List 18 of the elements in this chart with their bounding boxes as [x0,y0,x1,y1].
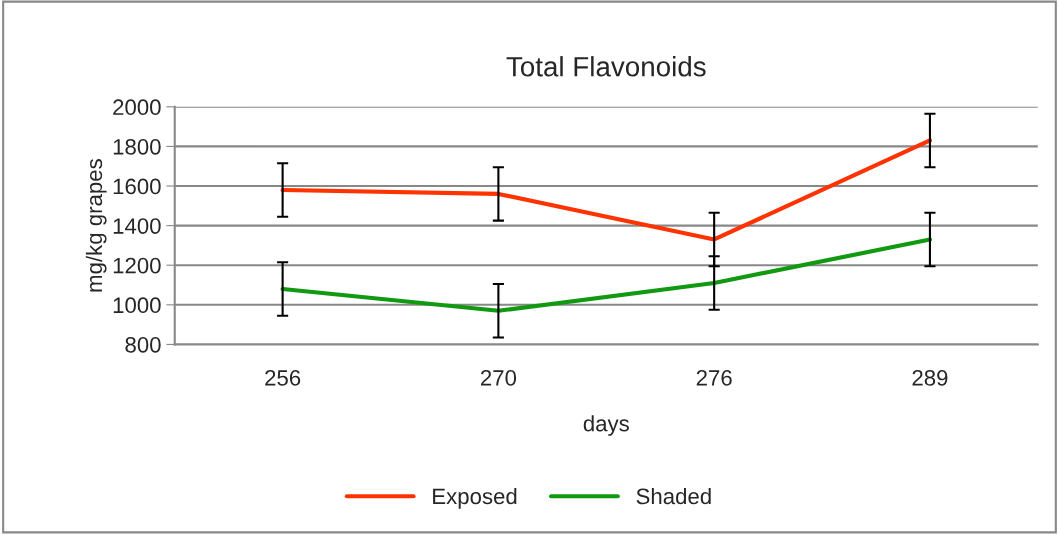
y-tick-label: 2000 [113,99,161,116]
y-tick-label: 1400 [113,218,161,234]
y-axis-title: mg/kg grapes [85,159,107,292]
y-tick-label: 800 [125,336,161,353]
y-tick-label: 1800 [113,138,161,155]
y-tick-label: 1000 [113,297,161,314]
x-axis-title: days [583,415,629,436]
legend-label: Exposed [433,487,517,509]
x-tick-label: 256 [265,370,301,386]
line-series [280,237,933,313]
x-tick-label: 270 [480,370,517,386]
x-tick-label: 276 [696,370,732,386]
y-tick-label: 1200 [113,257,161,274]
line-series [280,138,933,242]
y-tick-label: 1600 [113,178,161,195]
legend-label: Shaded [636,487,711,505]
x-tick-label: 289 [912,370,948,386]
chart-title: Total Flavonoids [506,56,706,77]
